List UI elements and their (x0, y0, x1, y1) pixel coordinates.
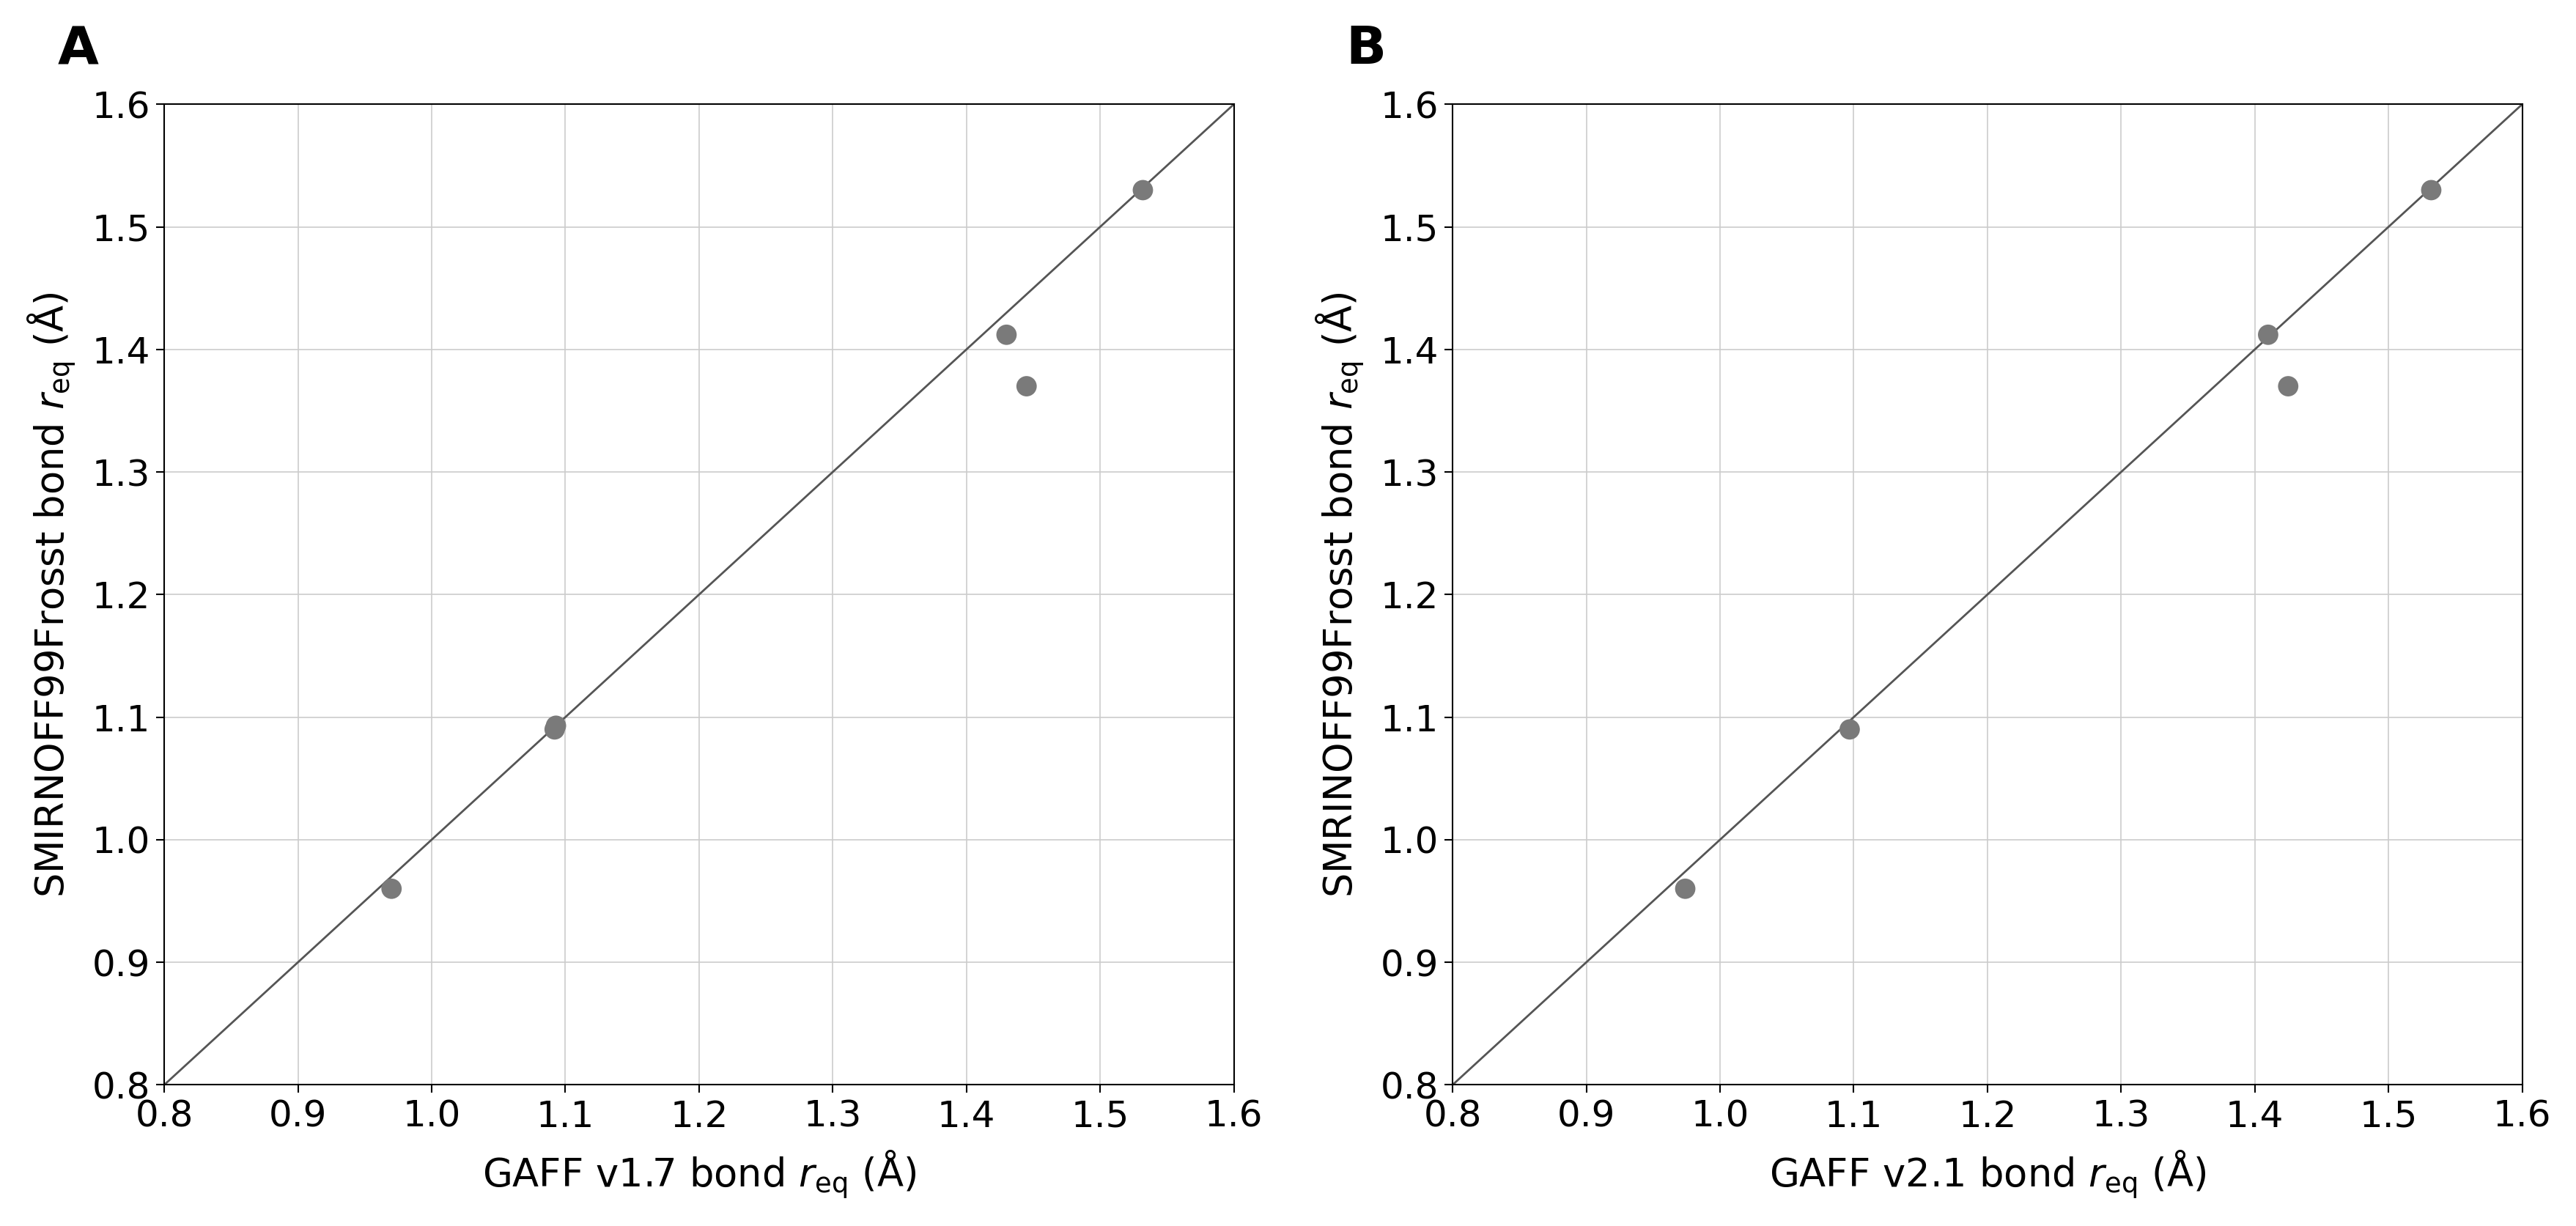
Point (1829, 720, 1870, 739)
Text: A: A (57, 25, 98, 75)
Point (2267, 376, 2308, 396)
Point (1005, 376, 1046, 396)
Y-axis label: SMRINOFF99Frosst bond $r_{\mathrm{eq}}$ (Å): SMRINOFF99Frosst bond $r_{\mathrm{eq}}$ … (1314, 292, 1365, 897)
Point (371, 879, 412, 899)
Y-axis label: SMIRNOFF99Frosst bond $r_{\mathrm{eq}}$ (Å): SMIRNOFF99Frosst bond $r_{\mathrm{eq}}$ … (26, 292, 77, 897)
Point (536, 716, 577, 736)
Point (533, 720, 574, 739)
Point (2246, 325, 2287, 345)
Point (1664, 879, 1705, 899)
Point (987, 325, 1028, 345)
Text: B: B (1345, 25, 1386, 75)
X-axis label: GAFF v1.7 bond $r_{\mathrm{eq}}$ (Å): GAFF v1.7 bond $r_{\mathrm{eq}}$ (Å) (482, 1149, 917, 1200)
Point (1123, 180, 1164, 200)
X-axis label: GAFF v2.1 bond $r_{\mathrm{eq}}$ (Å): GAFF v2.1 bond $r_{\mathrm{eq}}$ (Å) (1767, 1149, 2205, 1200)
Point (2411, 180, 2452, 200)
